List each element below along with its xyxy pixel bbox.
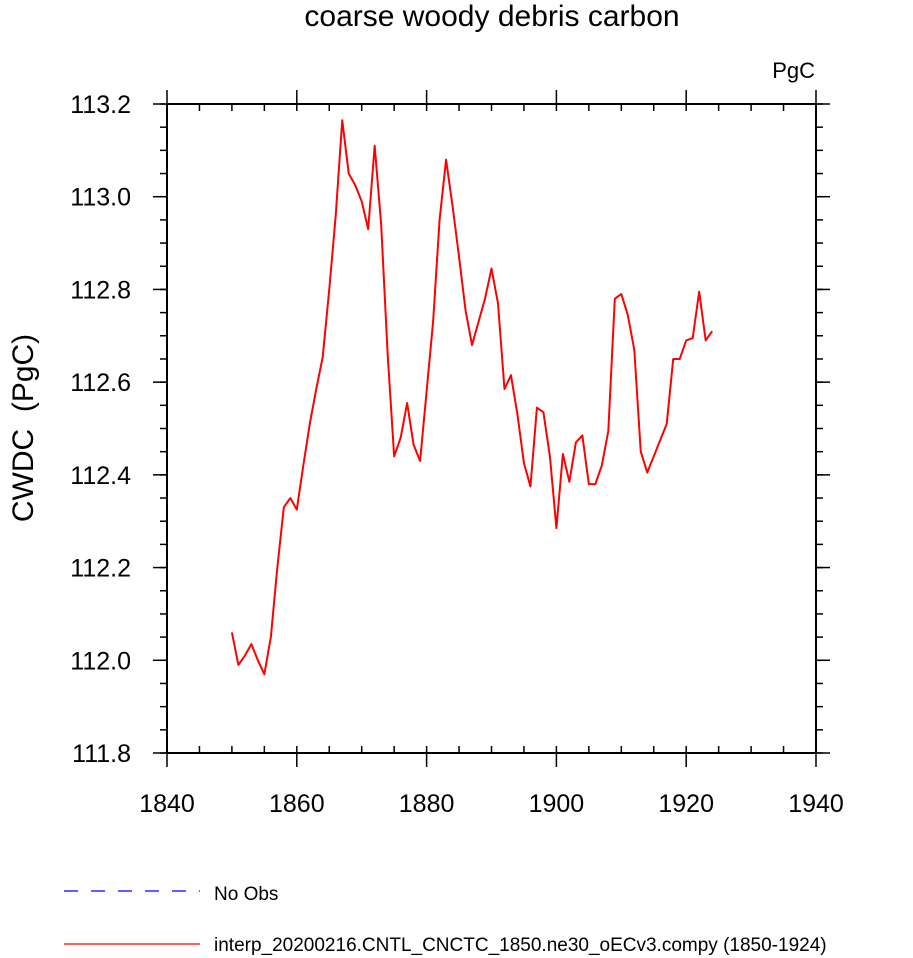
x-tick-label: 1860 <box>269 790 325 818</box>
y-tick-label: 113.0 <box>70 184 131 212</box>
series-line <box>230 119 713 676</box>
y-tick-label: 112.4 <box>70 462 131 490</box>
plot-frame <box>166 103 817 754</box>
x-tick-label: 1880 <box>399 790 455 818</box>
tick-labels: 1840 1860 1880 1900 1920 1940 111.8 112.0 112.2 1… <box>70 91 844 818</box>
x-tick-label: 1920 <box>658 790 714 818</box>
y-tick-label: 112.6 <box>70 369 131 397</box>
series-group <box>230 119 713 676</box>
x-tick-label: 1900 <box>529 790 585 818</box>
legend-label-no-obs: No Obs <box>214 884 278 905</box>
y-axis-label: CWDC (PgC) <box>7 334 40 522</box>
x-tick-label: 1940 <box>788 790 844 818</box>
units-label: PgC <box>772 58 815 83</box>
y-tick-label: 113.2 <box>70 91 131 119</box>
y-tick-label: 112.0 <box>70 647 131 675</box>
x-tick-label: 1840 <box>139 790 195 818</box>
legend-label-model: interp_20200216.CNTL_CNCTC_1850.ne30_oEC… <box>214 935 827 956</box>
y-tick-label: 112.2 <box>70 555 131 583</box>
chart-title: coarse woody debris carbon <box>304 0 679 33</box>
y-tick-label: 112.8 <box>70 276 131 304</box>
y-tick-label: 111.8 <box>72 740 131 768</box>
legend: No Obs interp_20200216.CNTL_CNCTC_1850.n… <box>64 884 827 956</box>
axis-ticks <box>153 90 830 767</box>
